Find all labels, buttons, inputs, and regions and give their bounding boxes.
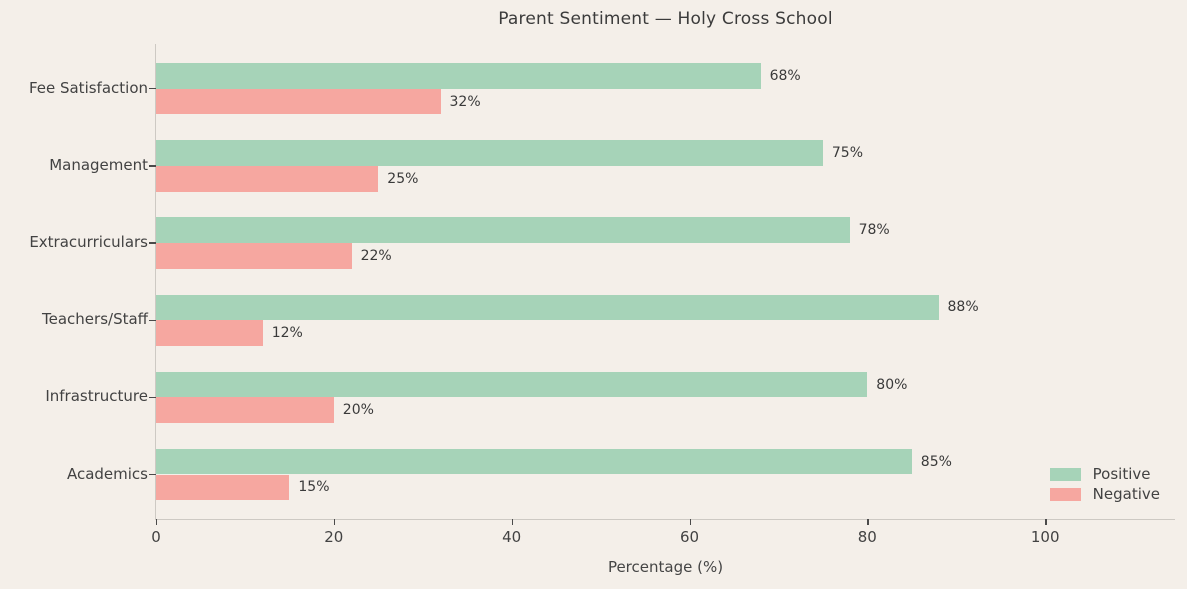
category-label-fee-satisfaction: Fee Satisfaction: [28, 78, 148, 97]
x-tick-label-60: 60: [679, 528, 700, 546]
y-tick-teachers-staff: [149, 319, 156, 321]
x-axis-spine: [155, 518, 1175, 520]
bar-positive-management: [156, 140, 823, 166]
x-tick-40: [511, 519, 514, 525]
bar-positive-fee-satisfaction: [156, 63, 761, 89]
legend-item-positive: Positive: [1049, 465, 1160, 483]
x-tick-60: [689, 519, 691, 525]
y-tick-fee-satisfaction: [149, 88, 156, 90]
x-tick-0: [156, 519, 158, 525]
bar-value-label-negative-infrastructure: 20%: [342, 402, 374, 419]
x-axis-label: Percentage (%): [607, 558, 724, 576]
x-tick-label-0: 0: [151, 528, 161, 546]
legend-item-negative: Negative: [1049, 485, 1160, 503]
x-tick-label-100: 100: [1030, 528, 1060, 546]
bar-positive-academics: [156, 448, 912, 475]
bar-value-label-positive-extracurriculars: 78%: [858, 222, 890, 239]
plot-area: 68% 32% 75% 25% 78% 22% 88% 12% 80% 20% 85% 15% Fee…: [29, 44, 1175, 545]
x-tick-label-40: 40: [502, 528, 522, 546]
y-tick-management: [149, 165, 156, 167]
category-label-academics: Academics: [66, 464, 148, 483]
x-tick-label-80: 80: [857, 528, 877, 546]
legend-swatch-negative: [1049, 488, 1081, 501]
bar-value-label-positive-fee-satisfaction: 68%: [769, 67, 801, 84]
x-tick-20: [333, 519, 336, 525]
bar-value-label-positive-academics: 85%: [920, 453, 952, 470]
category-label-teachers-staff: Teachers/Staff: [42, 310, 148, 329]
bar-value-label-negative-fee-satisfaction: 32%: [449, 93, 481, 110]
chart-title: Parent Sentiment — Holy Cross School: [498, 9, 833, 29]
category-label-infrastructure: Infrastructure: [45, 387, 148, 406]
bar-positive-infrastructure: [156, 371, 868, 398]
category-label-extracurriculars: Extracurriculars: [29, 233, 148, 251]
bar-value-label-negative-extracurriculars: 22%: [360, 247, 392, 264]
bar-negative-extracurriculars: [156, 243, 352, 269]
bar-value-label-positive-teachers-staff: 88%: [947, 299, 979, 316]
bar-value-label-positive-management: 75%: [831, 145, 864, 161]
bar-value-label-positive-infrastructure: 80%: [876, 376, 908, 393]
x-tick-label-20: 20: [324, 528, 344, 546]
y-axis-spine: [155, 44, 157, 520]
bar-negative-academics: [156, 474, 290, 501]
bar-negative-infrastructure: [156, 397, 334, 423]
x-tick-100: [1045, 519, 1047, 525]
legend-label-negative: Negative: [1092, 485, 1160, 503]
y-tick-extracurriculars: [149, 242, 156, 244]
legend: Positive Negative: [1049, 465, 1160, 503]
x-tick-80: [867, 519, 869, 525]
y-tick-academics: [149, 473, 156, 476]
bar-negative-fee-satisfaction: [156, 88, 441, 115]
bar-negative-management: [156, 165, 379, 192]
y-tick-infrastructure: [149, 396, 156, 398]
legend-swatch-positive: [1049, 468, 1081, 481]
bar-value-label-negative-teachers-staff: 12%: [271, 325, 303, 341]
bar-negative-teachers-staff: [156, 320, 263, 346]
bar-positive-extracurriculars: [156, 217, 850, 243]
bar-value-label-negative-academics: 15%: [298, 479, 330, 496]
bar-positive-teachers-staff: [156, 294, 939, 321]
bar-value-label-negative-management: 25%: [387, 170, 419, 187]
legend-label-positive: Positive: [1092, 465, 1151, 483]
category-label-management: Management: [49, 155, 148, 174]
